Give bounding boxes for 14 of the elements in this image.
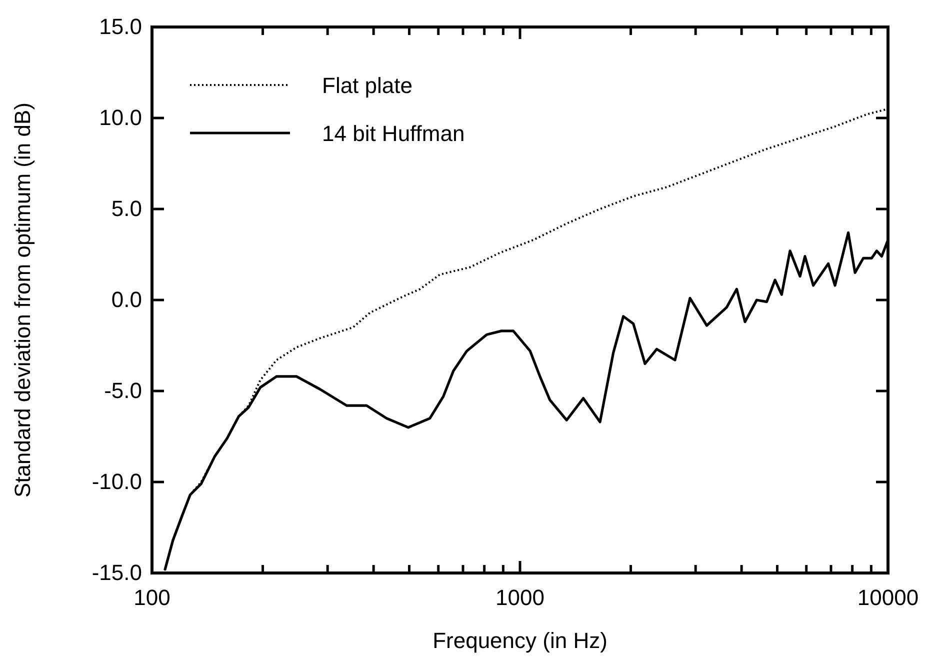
y-tick-label: -10.0 — [92, 469, 142, 494]
x-tick-label: 10000 — [857, 585, 919, 610]
y-axis-title: Standard deviation from optimum (in dB) — [10, 102, 35, 498]
y-tick-label: 10.0 — [99, 105, 142, 130]
y-tick-label: -5.0 — [104, 378, 142, 403]
y-tick-label: -15.0 — [92, 560, 142, 585]
y-tick-label: 0.0 — [111, 287, 142, 312]
legend-label: Flat plate — [322, 73, 412, 98]
y-tick-label: 5.0 — [111, 196, 142, 221]
x-axis-title: Frequency (in Hz) — [432, 628, 608, 653]
y-tick-label: 15.0 — [99, 14, 142, 39]
x-tick-label: 1000 — [496, 585, 544, 610]
legend-label: 14 bit Huffman — [322, 121, 465, 146]
x-tick-label: 100 — [134, 585, 170, 610]
